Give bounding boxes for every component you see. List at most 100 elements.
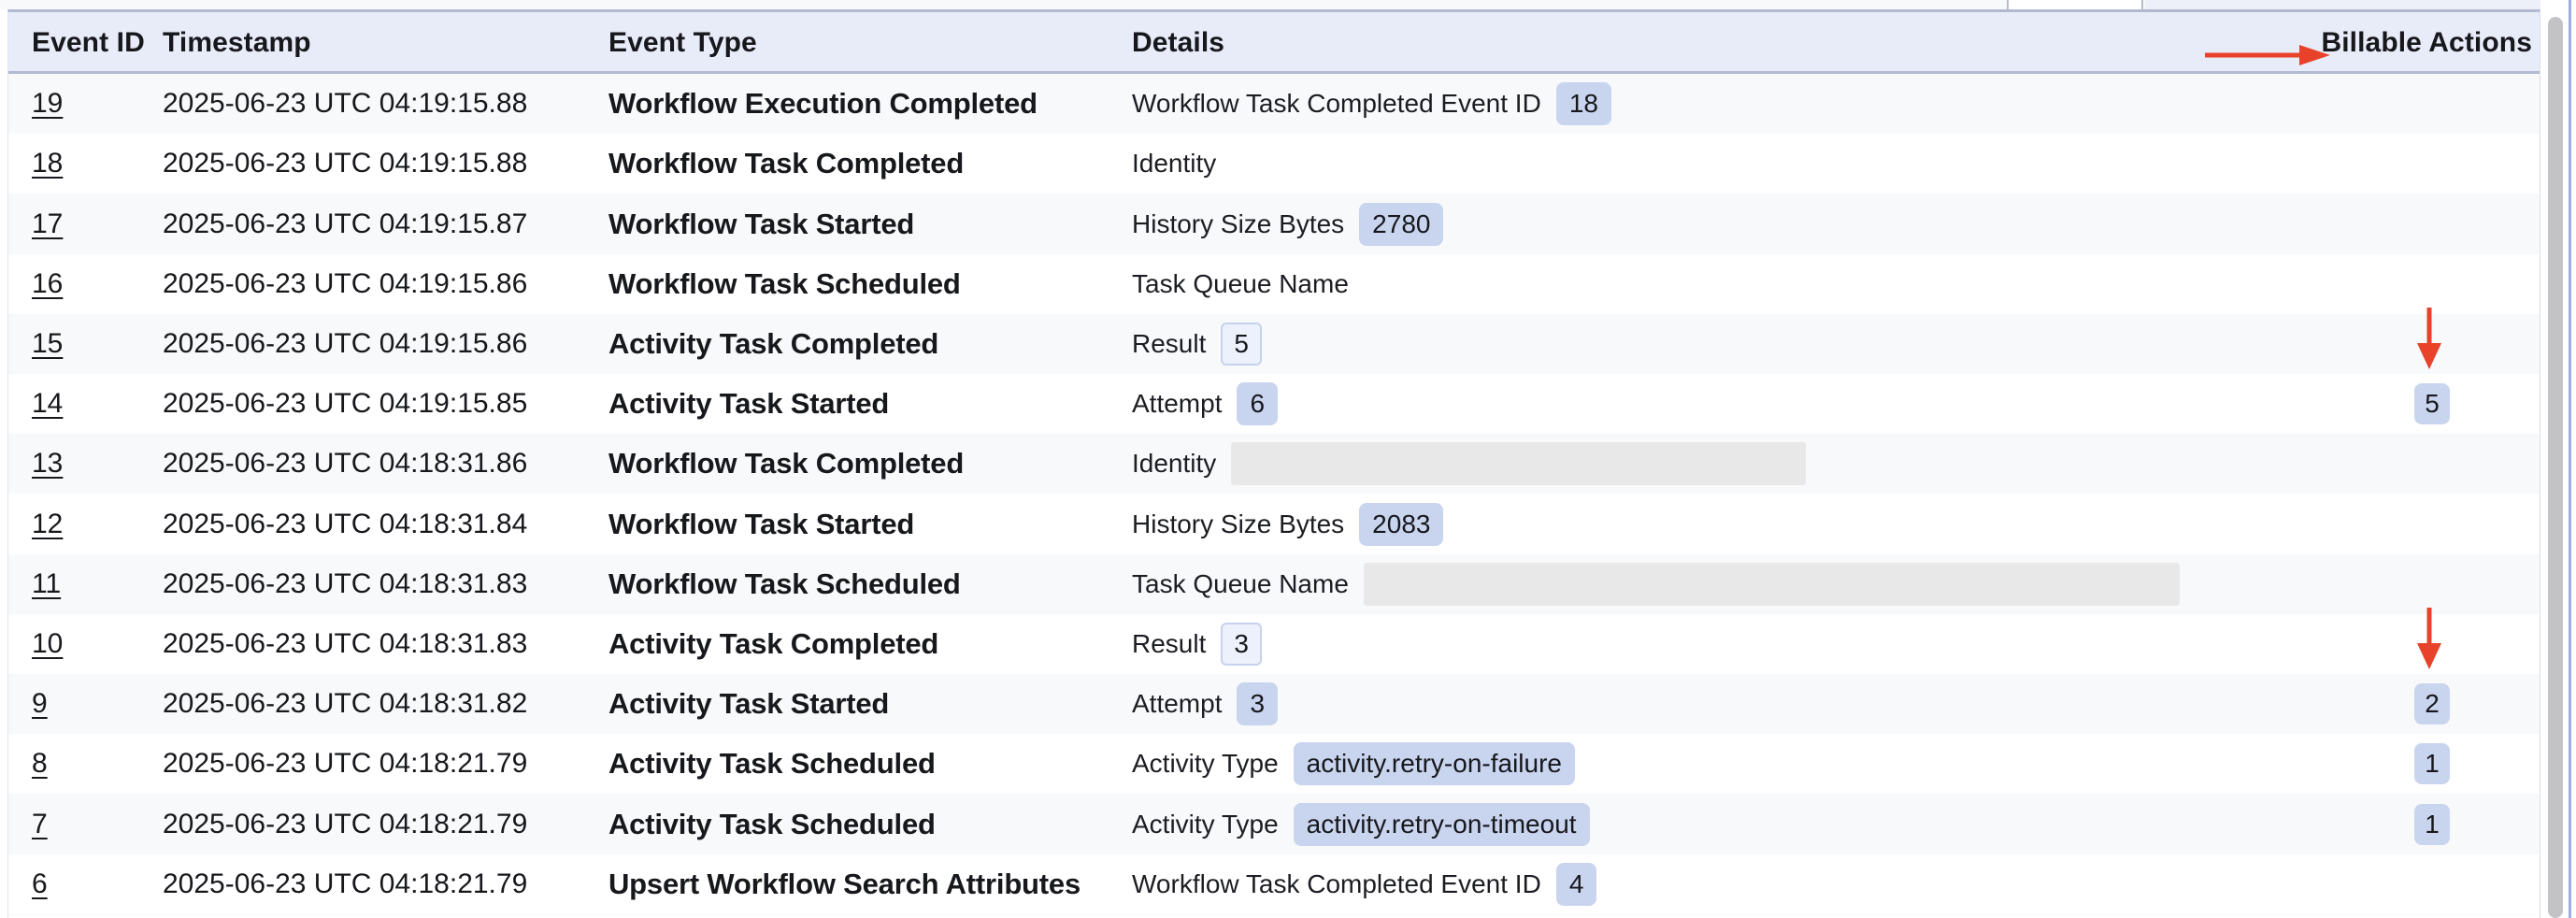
details-cell: Attempt 3	[1132, 674, 1279, 734]
event-id-cell: 8	[32, 734, 48, 794]
details-cell: Identity	[1132, 134, 1216, 194]
timestamp: 2025-06-23 UTC 04:19:15.88	[163, 148, 528, 179]
detail-label: Result	[1132, 628, 1207, 658]
detail-label: Workflow Task Completed Event ID	[1132, 868, 1541, 898]
table-row: 9 2025-06-23 UTC 04:18:31.82 Activity Ta…	[8, 674, 2540, 735]
detail-label: Attempt	[1132, 389, 1223, 419]
event-id-link[interactable]: 9	[32, 688, 48, 720]
detail-value-badge: 4	[1555, 862, 1597, 906]
detail-label: Identity	[1132, 449, 1217, 479]
table-row: 19 2025-06-23 UTC 04:19:15.88 Workflow E…	[8, 74, 2540, 135]
billable-actions-cell	[2392, 254, 2472, 314]
timestamp: 2025-06-23 UTC 04:18:21.79	[163, 748, 528, 780]
event-id-link[interactable]: 8	[32, 748, 48, 780]
timestamp: 2025-06-23 UTC 04:18:31.86	[163, 448, 528, 480]
event-id-link[interactable]: 17	[32, 208, 64, 239]
event-id-link[interactable]: 7	[32, 808, 48, 839]
billable-actions-cell	[2392, 194, 2472, 253]
event-id-cell: 6	[32, 854, 48, 914]
timestamp: 2025-06-23 UTC 04:18:31.84	[163, 508, 528, 539]
event-id-link[interactable]: 16	[32, 267, 64, 299]
details-cell: Result 3	[1132, 614, 1262, 674]
detail-label: Task Queue Name	[1132, 268, 1349, 298]
event-id-link[interactable]: 11	[32, 567, 62, 599]
panel-right-border	[2569, 0, 2571, 918]
billable-actions-cell	[2392, 314, 2472, 374]
event-type: Upsert Workflow Search Attributes	[608, 867, 1080, 900]
table-body: 19 2025-06-23 UTC 04:19:15.88 Workflow E…	[8, 74, 2540, 914]
detail-value-badge: 2780	[1359, 202, 1444, 246]
details-cell: Result 5	[1132, 314, 1262, 374]
red-arrow-right-icon	[2205, 45, 2330, 65]
details-cell: Workflow Task Completed Event ID 4	[1132, 854, 1597, 914]
detail-label: Attempt	[1132, 689, 1223, 719]
table-row: 16 2025-06-23 UTC 04:19:15.86 Workflow T…	[8, 253, 2540, 314]
event-id-cell: 7	[32, 794, 48, 853]
table-row: 14 2025-06-23 UTC 04:19:15.85 Activity T…	[8, 374, 2540, 435]
event-id-link[interactable]: 14	[32, 388, 64, 420]
timestamp: 2025-06-23 UTC 04:19:15.88	[163, 88, 528, 120]
event-type: Workflow Execution Completed	[608, 87, 1038, 121]
event-id-cell: 19	[32, 74, 63, 134]
timestamp: 2025-06-23 UTC 04:18:31.83	[163, 567, 528, 599]
event-history-table: Event ID Timestamp Event Type Details Bi…	[7, 9, 2540, 918]
details-cell: History Size Bytes 2780	[1132, 194, 1444, 253]
event-id-link[interactable]: 15	[32, 327, 64, 359]
details-cell: History Size Bytes 2083	[1132, 494, 1444, 553]
billable-actions-cell: 1	[2392, 734, 2472, 794]
event-type: Workflow Task Scheduled	[608, 567, 961, 600]
toolbar-bottom-sliver	[0, 0, 2576, 9]
event-type: Workflow Task Scheduled	[608, 266, 961, 300]
event-id-link[interactable]: 19	[32, 88, 64, 120]
event-id-link[interactable]: 18	[32, 148, 64, 179]
scrollbar-thumb[interactable]	[2548, 17, 2563, 918]
table-row: 7 2025-06-23 UTC 04:18:21.79 Activity Ta…	[8, 794, 2540, 854]
column-header-billable-actions: Billable Actions	[2321, 27, 2532, 58]
detail-value-badge: 18	[1555, 82, 1611, 126]
detail-value-badge: 2083	[1359, 502, 1444, 546]
event-id-cell: 15	[32, 314, 63, 374]
event-id-link[interactable]: 12	[32, 508, 64, 539]
column-header-event-id: Event ID	[32, 27, 145, 58]
billable-actions-cell	[2392, 614, 2472, 674]
event-id-link[interactable]: 13	[32, 448, 64, 480]
detail-label: History Size Bytes	[1132, 208, 1345, 238]
timestamp: 2025-06-23 UTC 04:19:15.86	[163, 327, 528, 359]
timestamp: 2025-06-23 UTC 04:19:15.87	[163, 208, 528, 239]
table-row: 12 2025-06-23 UTC 04:18:31.84 Workflow T…	[8, 494, 2540, 554]
column-header-details: Details	[1132, 27, 1225, 58]
detail-label: Activity Type	[1132, 749, 1279, 779]
billable-actions-badge: 2	[2414, 683, 2450, 725]
billable-actions-cell	[2392, 434, 2472, 494]
billable-actions-cell	[2392, 854, 2472, 914]
table-row: 18 2025-06-23 UTC 04:19:15.88 Workflow T…	[8, 134, 2540, 194]
detail-value-badge: activity.retry-on-timeout	[1293, 802, 1590, 846]
details-cell: Task Queue Name	[1132, 254, 1349, 314]
detail-value-badge: 5	[1221, 322, 1262, 366]
event-id-link[interactable]: 6	[32, 868, 48, 899]
column-header-timestamp: Timestamp	[163, 27, 311, 58]
event-type: Activity Task Completed	[608, 626, 939, 660]
detail-label: Activity Type	[1132, 809, 1279, 839]
event-id-cell: 10	[32, 614, 63, 674]
billable-actions-cell: 5	[2392, 374, 2472, 434]
details-cell: Identity	[1132, 434, 1807, 494]
event-type: Workflow Task Completed	[608, 147, 965, 180]
timestamp: 2025-06-23 UTC 04:18:31.83	[163, 627, 528, 659]
table-row: 10 2025-06-23 UTC 04:18:31.83 Activity T…	[8, 607, 2540, 675]
event-type: Workflow Task Completed	[608, 447, 965, 481]
timestamp: 2025-06-23 UTC 04:18:21.79	[163, 808, 528, 839]
details-cell: Attempt 6	[1132, 374, 1279, 434]
redacted-value	[1363, 562, 2180, 606]
event-type: Activity Task Completed	[608, 326, 939, 360]
event-id-link[interactable]: 10	[32, 627, 64, 659]
toolbar-segment	[2007, 0, 2143, 9]
detail-label: Workflow Task Completed Event ID	[1132, 89, 1541, 119]
event-id-cell: 9	[32, 674, 48, 734]
event-id-cell: 14	[32, 374, 63, 434]
table-row: 6 2025-06-23 UTC 04:18:21.79 Upsert Work…	[8, 853, 2540, 914]
event-type: Activity Task Started	[608, 387, 890, 421]
detail-value-badge: 6	[1237, 382, 1279, 426]
event-id-cell: 18	[32, 134, 63, 194]
detail-value-badge: 3	[1221, 622, 1262, 666]
